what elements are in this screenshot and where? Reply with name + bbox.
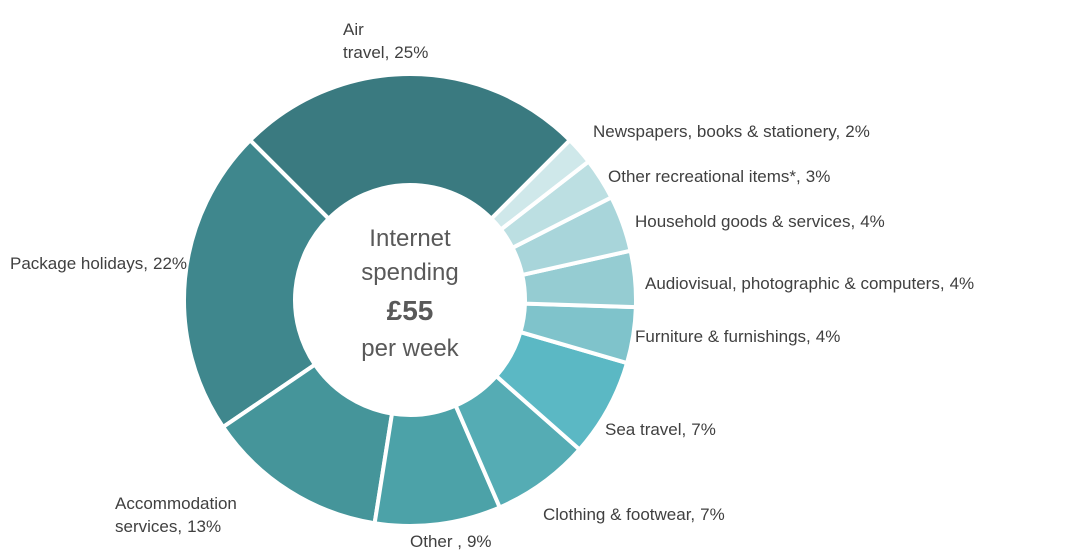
value-label: 4% [949,274,975,293]
donut-segment [493,329,630,453]
donut-segment [519,248,638,310]
value-label: 13% [187,517,222,536]
category-name: Package holidays, [10,254,148,273]
donut-segment [517,301,638,366]
center-text: per week [361,335,459,362]
category-name: Household goods & services, [635,212,856,231]
category-name: Clothing & footwear, [543,505,696,524]
value-label: 3% [805,167,831,186]
data-label: Newspapers, books & stationery, 2% [593,120,870,143]
category-name: Other , [410,532,462,551]
donut-segment [509,194,633,278]
data-label: Audiovisual, photographic & computers, 4% [645,272,974,295]
value-label: 22% [152,254,188,273]
data-label: Sea travel, 7% [605,418,716,441]
category-name: Air travel, [343,20,390,62]
category-name: Furniture & furnishings, [635,327,811,346]
category-name: Sea travel, [605,420,687,439]
category-name: Newspapers, books & stationery, [593,122,841,141]
value-label: 7% [700,505,725,524]
value-label: 25% [394,43,429,62]
data-label: Package holidays, 22% [10,252,190,275]
data-label: Furniture & furnishings, 4% [635,325,840,348]
center-text: Internet [369,225,451,252]
value-label: 4% [815,327,841,346]
value-label: 2% [845,122,870,141]
value-label: 7% [691,420,716,439]
category-name: Accommodation services, [115,494,237,536]
data-label: Other recreational items*, 3% [608,165,830,188]
data-label: Accommodation services, 13% [115,492,280,538]
center-text: spending [361,259,458,286]
data-label: Air travel, 25% [343,18,433,64]
category-name: Other recreational items*, [608,167,801,186]
donut-segment [453,373,583,511]
center-text: £55 [387,295,434,326]
value-label: 9% [466,532,492,551]
value-label: 4% [860,212,885,231]
donut-segment [220,361,395,526]
category-name: Audiovisual, photographic & computers, [645,274,945,293]
donut-segment [182,137,332,430]
donut-segment [247,72,573,222]
data-label: Clothing & footwear, 7% [543,503,725,526]
data-label: Household goods & services, 4% [635,210,885,233]
data-label: Other , 9% [410,530,492,553]
